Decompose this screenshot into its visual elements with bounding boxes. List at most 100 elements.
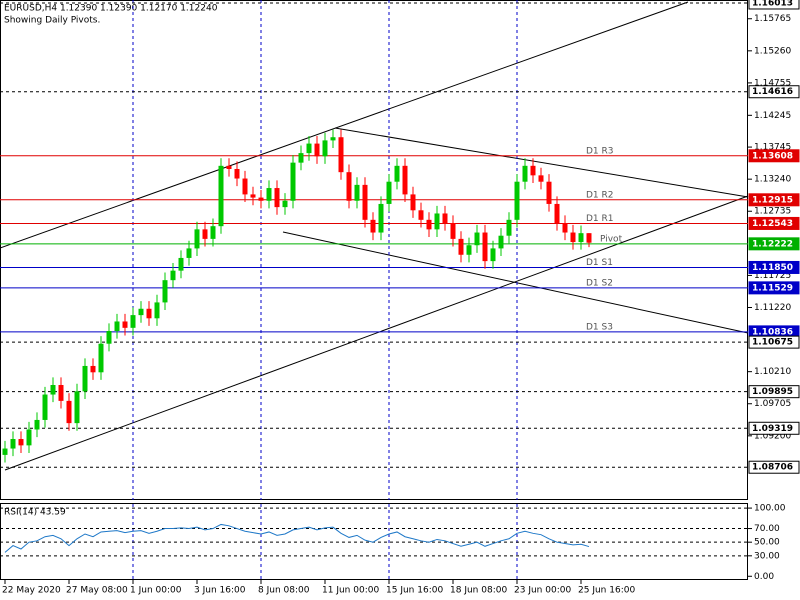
rsi-tick-label: 70.00 (754, 524, 780, 534)
rsi-tick-label: 50.00 (754, 538, 780, 548)
candle-body (138, 308, 144, 316)
candle-body (394, 165, 400, 182)
level-label-bg (748, 281, 800, 295)
candle-body (34, 419, 40, 430)
x-tick-label: 3 Jun 16:00 (194, 586, 246, 596)
candle-body (10, 439, 16, 449)
level-label-bg (748, 0, 800, 10)
candle-body (418, 210, 424, 220)
level-label: 1.11529 (752, 283, 793, 293)
candle-body (82, 365, 88, 392)
candle-body (554, 203, 560, 223)
y-tick-label: 1.14755 (754, 78, 791, 88)
rsi-line (4, 523, 590, 553)
candle-body (442, 213, 448, 223)
level-label-bg (748, 421, 800, 435)
level-label-bg (748, 149, 800, 163)
candle-body (298, 153, 304, 163)
candle-body (66, 400, 72, 424)
level-name: D1 R1 (586, 214, 614, 224)
candle-body (466, 245, 472, 255)
level-name: D1 R2 (586, 190, 614, 200)
candle-body (522, 165, 528, 182)
candle-body (506, 219, 512, 236)
candle-body (2, 448, 8, 455)
candle-body (114, 321, 120, 332)
candle-body (370, 219, 376, 233)
main-frame (0, 0, 748, 500)
candle-body (586, 233, 592, 243)
level-name: D1 S2 (586, 278, 613, 288)
y-tick-label: 1.13240 (754, 175, 791, 185)
candle-body (562, 222, 568, 233)
rsi-tick-label: 30.00 (754, 551, 780, 561)
candle-body (450, 222, 456, 239)
x-tick-label: 25 Jun 16:00 (578, 586, 635, 596)
x-tick-label: 27 May 08:00 (66, 586, 128, 596)
candle-body (426, 219, 432, 230)
y-tick-label: 1.09705 (754, 399, 791, 409)
rsi-tick-label: 100.00 (754, 504, 786, 514)
level-label: 1.12543 (752, 219, 793, 229)
candle-body (162, 280, 168, 303)
level-label: 1.11850 (752, 263, 793, 273)
candle-body (42, 394, 48, 420)
candle-body (202, 229, 208, 239)
candle-body (50, 385, 56, 395)
candle-body (90, 365, 96, 373)
candle-body (538, 175, 544, 182)
level-label-bg (748, 85, 800, 99)
candle-body (514, 181, 520, 220)
level-label: 1.13608 (752, 151, 793, 161)
trendline (282, 231, 749, 334)
candle-body (274, 188, 280, 208)
candle-body (314, 143, 320, 157)
x-tick-label: 22 May 2020 (2, 586, 61, 596)
candle-body (106, 331, 112, 344)
level-label-bg (748, 260, 800, 274)
level-label: 1.09319 (752, 424, 793, 434)
level-label: 1.12222 (752, 239, 793, 249)
y-tick-label: 1.14245 (754, 111, 791, 121)
candle-body (458, 238, 464, 255)
candle-body (290, 162, 296, 201)
x-tick-label: 11 Jun 00:00 (322, 586, 379, 596)
y-tick-label: 1.11725 (754, 271, 791, 281)
candle-body (26, 429, 32, 446)
y-tick-label: 1.09200 (754, 431, 791, 441)
x-tick-label: 8 Jun 08:00 (258, 586, 310, 596)
y-tick-label: 1.12735 (754, 207, 791, 217)
candle-body (234, 168, 240, 179)
level-label-bg (748, 335, 800, 349)
trendlines (0, 1, 749, 471)
candle-body (546, 181, 552, 204)
candle-body (282, 200, 288, 208)
candle-body (322, 140, 328, 157)
trendline (334, 127, 749, 198)
x-tick-label: 18 Jun 08:00 (450, 586, 507, 596)
level-label-bg (748, 237, 800, 251)
candle-body (386, 181, 392, 204)
candle-body (178, 257, 184, 271)
candle-body (130, 315, 136, 328)
candle-body (266, 188, 272, 201)
level-name: D1 R3 (586, 146, 614, 156)
candle-body (498, 235, 504, 249)
subtitle: Showing Daily Pivots. (4, 16, 100, 26)
level-label-bg (748, 193, 800, 207)
level-label: 1.10675 (752, 338, 793, 348)
candle-body (402, 165, 408, 195)
x-tick-label: 23 Jun 00:00 (514, 586, 571, 596)
level-label: 1.14616 (752, 87, 793, 97)
candle-body (74, 391, 80, 424)
rsi-tick-label: 0.00 (754, 572, 774, 582)
candle-body (330, 137, 336, 141)
level-label: 1.16013 (752, 0, 793, 8)
candle-body (122, 321, 128, 328)
candle-body (338, 137, 344, 173)
y-tick-label: 1.11220 (754, 303, 791, 313)
y-tick-label: 1.15765 (754, 14, 791, 24)
x-tick-label: 1 Jun 00:00 (130, 586, 182, 596)
candle-body (194, 229, 200, 249)
